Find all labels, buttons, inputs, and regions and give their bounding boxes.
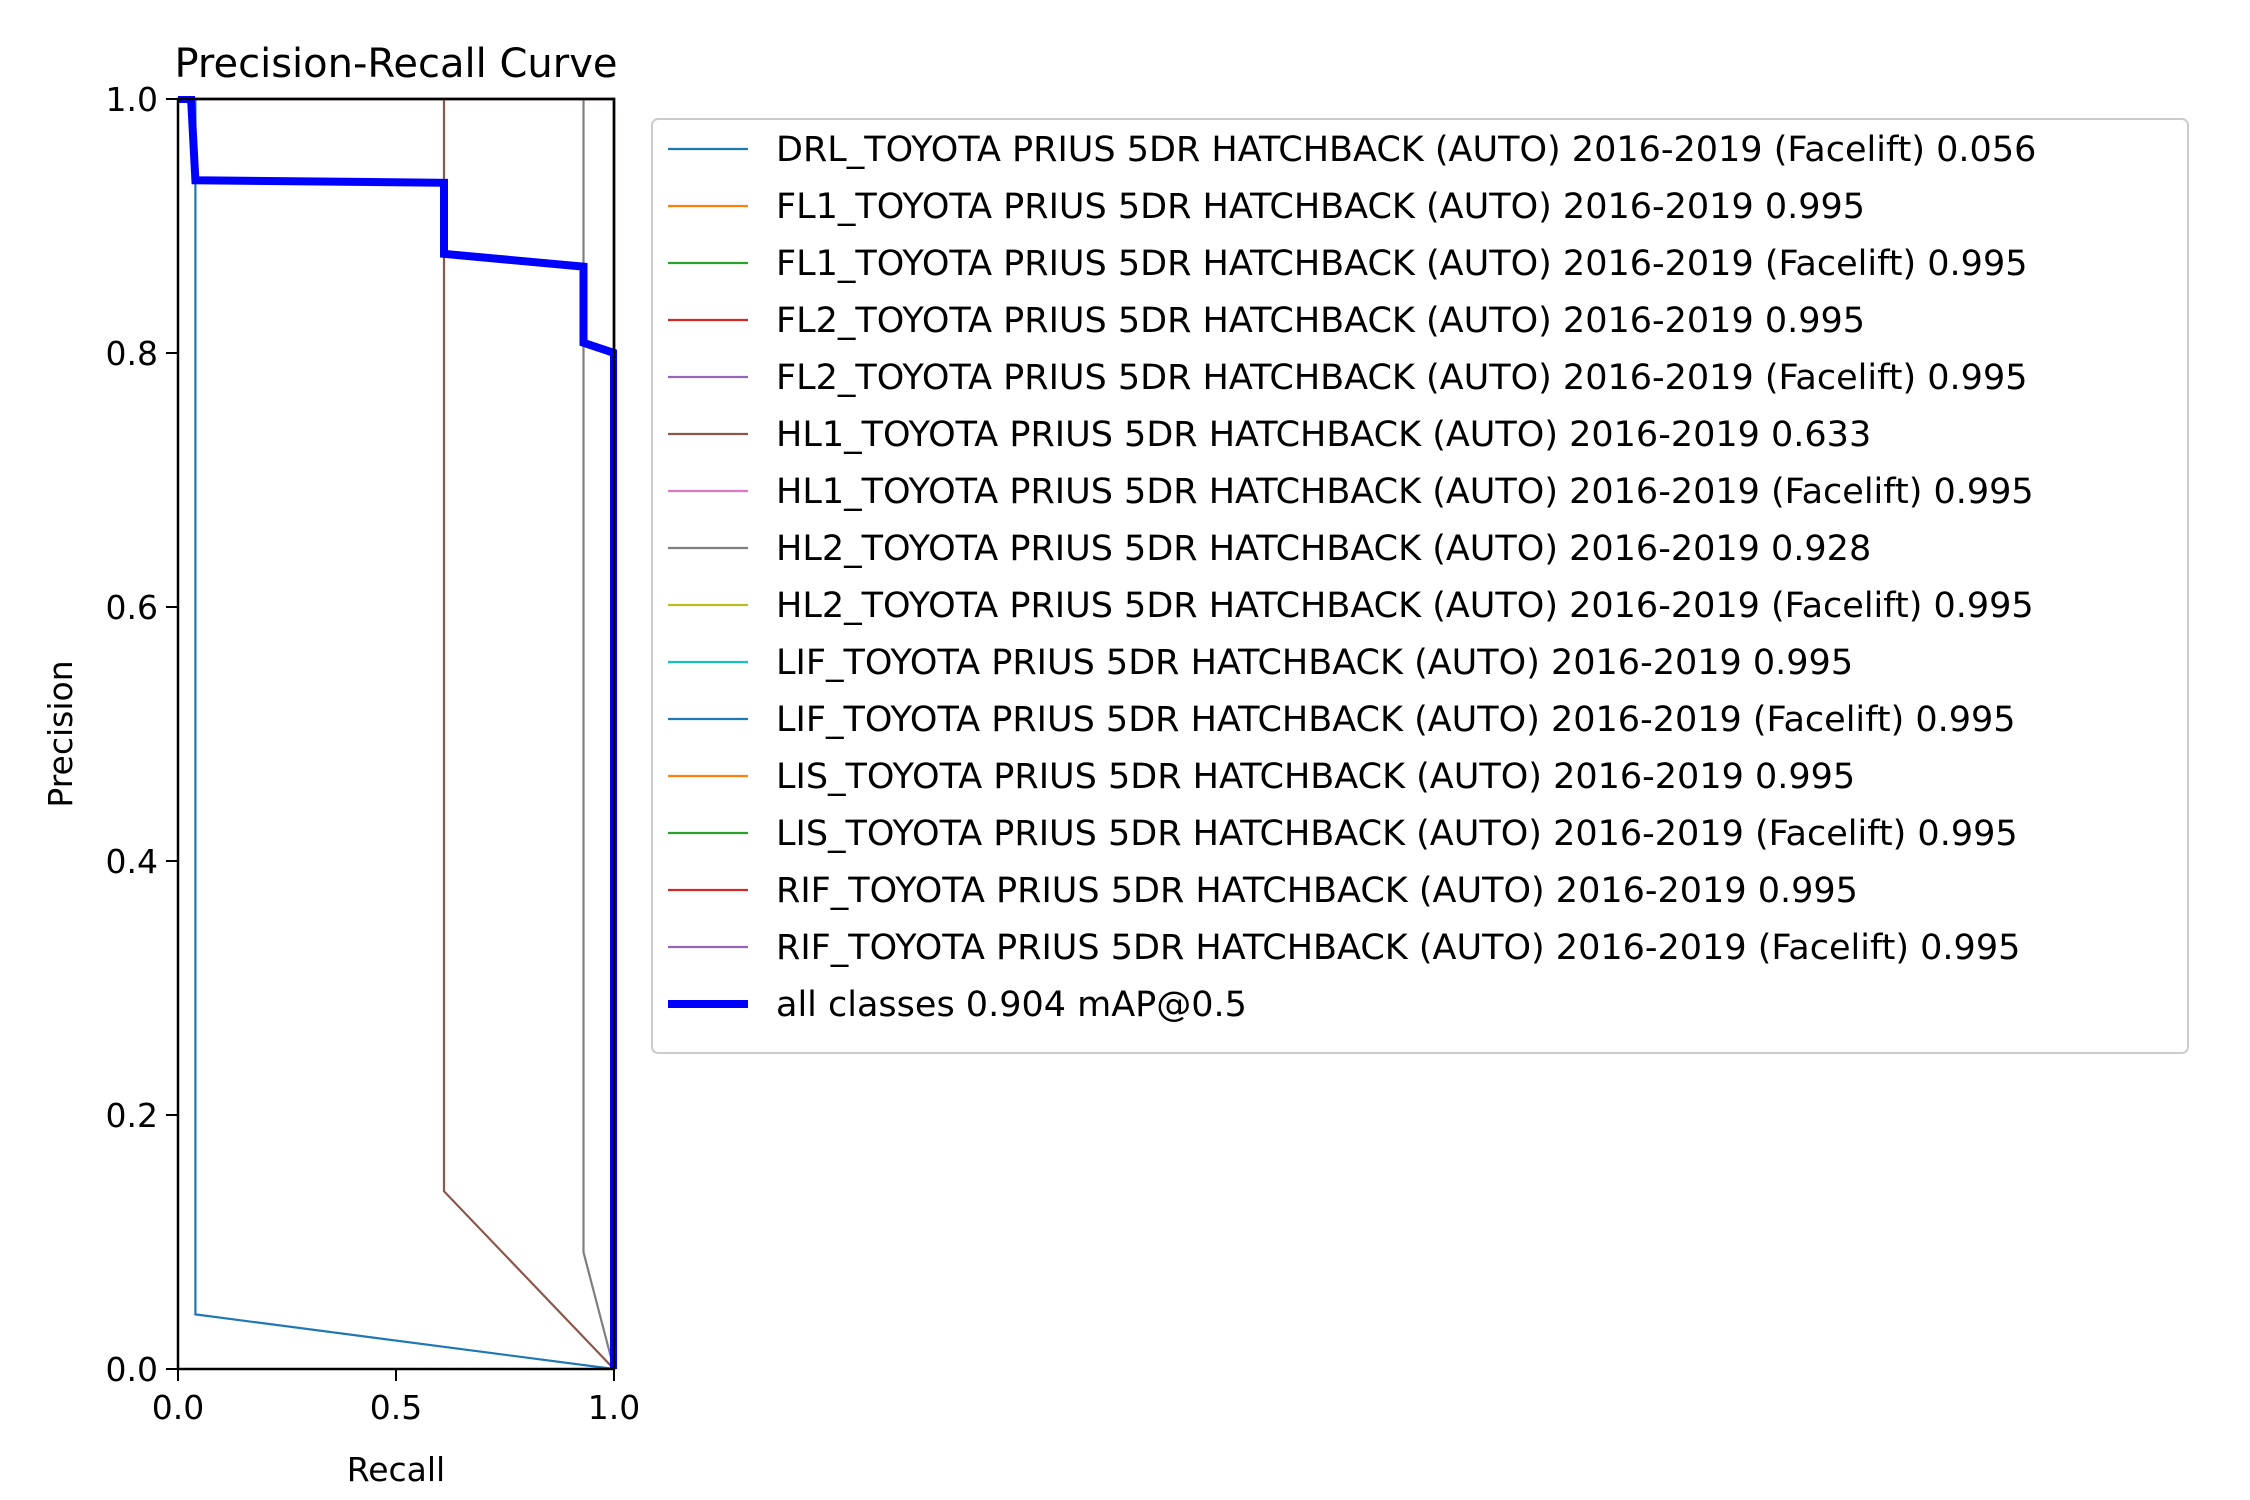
series-line-16 (178, 96, 617, 1369)
y-tick-label: 1.0 (106, 80, 158, 119)
legend-label-7: HL1_TOYOTA PRIUS 5DR HATCHBACK (AUTO) 20… (776, 472, 2034, 512)
legend-label-3: FL1_TOYOTA PRIUS 5DR HATCHBACK (AUTO) 20… (776, 244, 2028, 284)
legend-label-12: LIS_TOYOTA PRIUS 5DR HATCHBACK (AUTO) 20… (776, 757, 1855, 797)
ticks-layer: 0.0 0.5 1.0 0.0 0.2 0.4 0.6 0.8 1.0 (106, 80, 641, 1427)
legend-label-10: LIF_TOYOTA PRIUS 5DR HATCHBACK (AUTO) 20… (776, 643, 1853, 683)
y-tick-label: 0.4 (106, 842, 158, 881)
x-tick-label: 1.0 (588, 1388, 640, 1427)
y-tick-label: 0.2 (106, 1096, 158, 1135)
y-tick-label: 0.0 (106, 1350, 158, 1389)
legend: DRL_TOYOTA PRIUS 5DR HATCHBACK (AUTO) 20… (651, 118, 2189, 1054)
legend-label-4: FL2_TOYOTA PRIUS 5DR HATCHBACK (AUTO) 20… (776, 301, 1865, 341)
legend-label-6: HL1_TOYOTA PRIUS 5DR HATCHBACK (AUTO) 20… (776, 415, 1871, 455)
legend-label-15: RIF_TOYOTA PRIUS 5DR HATCHBACK (AUTO) 20… (776, 928, 2020, 968)
legend-label-5: FL2_TOYOTA PRIUS 5DR HATCHBACK (AUTO) 20… (776, 358, 2028, 398)
x-tick-label: 0.5 (370, 1388, 422, 1427)
y-tick-label: 0.6 (106, 588, 158, 627)
chart-title: Precision-Recall Curve (175, 41, 618, 87)
x-axis-label: Recall (347, 1450, 445, 1489)
y-axis-label: Precision (41, 660, 80, 807)
legend-label-1: DRL_TOYOTA PRIUS 5DR HATCHBACK (AUTO) 20… (776, 130, 2036, 170)
legend-label-11: LIF_TOYOTA PRIUS 5DR HATCHBACK (AUTO) 20… (776, 700, 2016, 740)
legend-label-2: FL1_TOYOTA PRIUS 5DR HATCHBACK (AUTO) 20… (776, 187, 1865, 227)
legend-frame (651, 118, 2189, 1054)
legend-label-14: RIF_TOYOTA PRIUS 5DR HATCHBACK (AUTO) 20… (776, 871, 1858, 911)
legend-label-8: HL2_TOYOTA PRIUS 5DR HATCHBACK (AUTO) 20… (776, 529, 1871, 569)
legend-entries: DRL_TOYOTA PRIUS 5DR HATCHBACK (AUTO) 20… (668, 130, 2036, 1025)
legend-label-16: all classes 0.904 mAP@0.5 (776, 985, 1247, 1025)
y-tick-label: 0.8 (106, 334, 158, 373)
x-tick-label: 0.0 (152, 1388, 204, 1427)
legend-label-9: HL2_TOYOTA PRIUS 5DR HATCHBACK (AUTO) 20… (776, 586, 2034, 626)
legend-label-13: LIS_TOYOTA PRIUS 5DR HATCHBACK (AUTO) 20… (776, 814, 2018, 854)
